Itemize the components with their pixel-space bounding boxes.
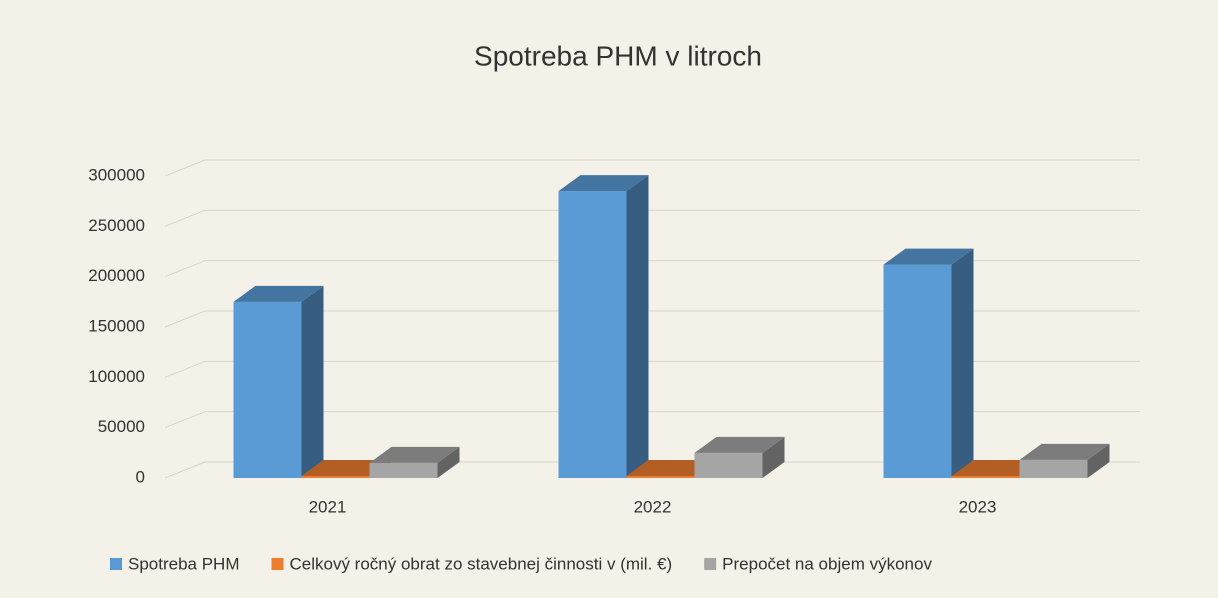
bar-top [558,175,649,192]
bar-front [1019,459,1088,478]
legend-label: Spotreba PHM [128,554,240,573]
bar-front [233,301,302,478]
bar-side [762,436,785,478]
bar-side [951,248,974,478]
legend-swatch [110,558,122,570]
bar-front [883,264,952,478]
bar-side [301,285,324,478]
x-tick-label: 2021 [309,497,347,516]
y-tick-label: 200000 [88,266,145,285]
bar-side [1087,443,1110,478]
bar-top [233,285,324,302]
bar-side [437,446,460,478]
bar-top [883,248,974,265]
bar [883,248,974,478]
grid-line [164,159,206,177]
bar-top [1019,443,1110,460]
x-tick-label: 2023 [959,497,997,516]
legend-label: Celkový ročný obrat zo stavebnej činnost… [290,554,673,573]
grid-line [164,360,206,378]
y-tick-label: 250000 [88,216,145,235]
grid-line [164,411,206,429]
bar-front [558,191,627,478]
legend-swatch [704,558,717,570]
grid-line [164,260,206,278]
y-tick-label: 50000 [98,417,145,436]
y-tick-label: 300000 [88,165,145,184]
bar-top [626,459,717,476]
bar-front [301,475,370,478]
bar-front [951,475,1020,478]
bar-top [951,459,1042,476]
bar [1019,443,1110,478]
bar [558,175,649,478]
bar [369,446,460,478]
bar-front [626,475,695,478]
y-tick-label: 100000 [88,367,145,386]
grid-line [164,461,206,479]
y-tick-label: 150000 [88,316,145,335]
legend-label: Prepočet na objem výkonov [722,554,932,573]
bar-front [369,462,438,478]
grid-line [164,209,206,227]
bar-top [369,446,460,463]
bar-top [694,436,785,453]
bar-front [694,452,763,478]
chart-title: Spotreba PHM v litroch [474,40,762,71]
grid-line [164,310,206,328]
bar-top [301,459,392,476]
bar [233,285,324,478]
x-tick-label: 2022 [634,497,672,516]
legend-swatch [271,558,284,570]
bar [694,436,785,478]
y-tick-label: 0 [136,467,145,486]
bar-side [626,175,649,478]
